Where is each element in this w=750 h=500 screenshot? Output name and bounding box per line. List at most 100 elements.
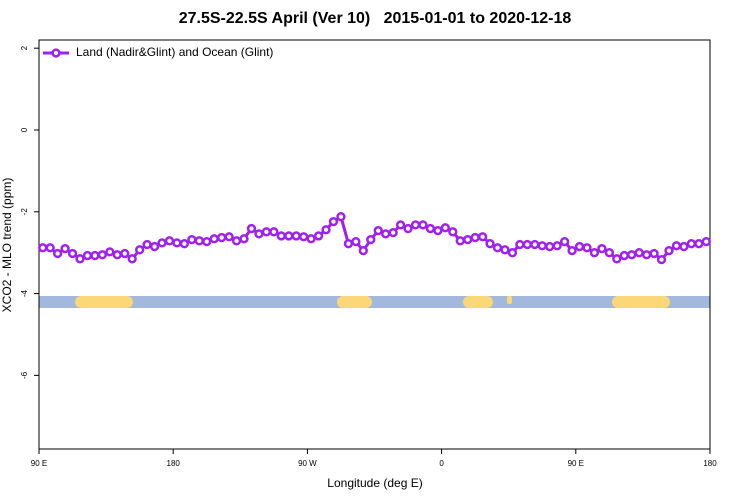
data-point [366,234,376,245]
data-point [507,248,518,258]
surface-strip [39,296,710,308]
data-point [679,241,689,252]
y-axis-label: XCO2 - MLO trend (ppm) [0,178,14,313]
data-point [97,250,108,260]
data-point [313,231,324,241]
data-point [246,223,257,234]
data-point [589,248,600,258]
data-point [537,241,547,251]
data-point [500,245,510,255]
y-tick-label: -6 [20,371,29,379]
data-point [559,236,570,247]
data-point [582,243,592,253]
land-segment [507,296,512,304]
data-point [597,243,607,254]
data-point [261,227,272,237]
data-point [217,232,227,243]
data-point [530,239,540,250]
data-point [612,254,622,264]
data-point [172,238,182,248]
x-tick-label: 180 [167,459,181,468]
data-point [276,231,286,241]
data-point [567,245,577,256]
data-point [634,248,644,258]
data-point [239,234,249,244]
data-point [60,243,70,254]
x-tick-label: 90 E [568,459,584,468]
data-point [492,243,503,253]
data-point [410,220,421,230]
data-point [627,250,637,260]
data-point [373,225,383,236]
data-point [231,236,242,246]
data-point [477,232,488,242]
x-tick-label: 90 W [298,459,317,468]
data-point [664,245,674,256]
data-point [448,227,458,237]
data-point [381,229,391,239]
x-tick-label: 180 [703,459,717,468]
data-point [269,227,279,237]
data-point [149,241,160,252]
data-point [686,239,697,249]
data-point [299,232,309,242]
data-point [358,245,368,256]
data-point [694,239,704,249]
data-point [440,223,450,233]
y-tick-label: -2 [20,208,29,216]
data-point [351,236,361,247]
data-point [433,225,443,236]
data-point [224,232,234,242]
data-point [179,239,190,249]
data-point [209,234,219,244]
data-point [619,250,629,261]
data-point [90,250,100,261]
y-tick-label: -4 [20,289,29,297]
data-point [321,225,331,235]
y-tick-label: 0 [20,127,29,132]
data-point [463,234,473,245]
data-point [291,231,301,241]
data-point [545,241,555,252]
data-point [470,232,480,243]
data-point [306,234,316,244]
data-point [75,254,85,264]
ocean-strip [39,296,710,308]
data-point [120,248,130,259]
data-point [194,236,204,246]
data-point [336,212,346,222]
data-point [135,245,145,255]
data-point [67,248,78,259]
data-point [343,239,354,249]
x-axis-label: Longitude (deg E) [327,476,422,490]
data-point [187,234,197,245]
data-point [574,241,585,252]
data-point [127,254,137,264]
data-point [38,243,48,253]
data-point [202,236,212,247]
land-segment [75,296,133,308]
data-point [604,248,614,258]
plot-frame [38,39,711,450]
data-point [52,248,63,259]
data-point [515,239,525,250]
data-point [388,227,398,238]
data-point [403,223,413,234]
legend-label: Land (Nadir&Glint) and Ocean (Glint) [76,45,273,59]
data-point [328,216,339,227]
land-segment [612,296,670,308]
data-point [157,238,167,248]
legend-marker [51,48,61,58]
land-segment [463,296,493,308]
chart-title: 27.5S-22.5S April (Ver 10) 2015-01-01 to… [179,10,572,27]
data-point [82,250,93,261]
land-segment [337,296,372,308]
data-point [641,250,652,260]
data-point [522,239,532,250]
data-point [105,247,115,257]
x-tick-label: 0 [439,459,444,468]
data-point [552,241,562,251]
data-point [656,254,667,265]
